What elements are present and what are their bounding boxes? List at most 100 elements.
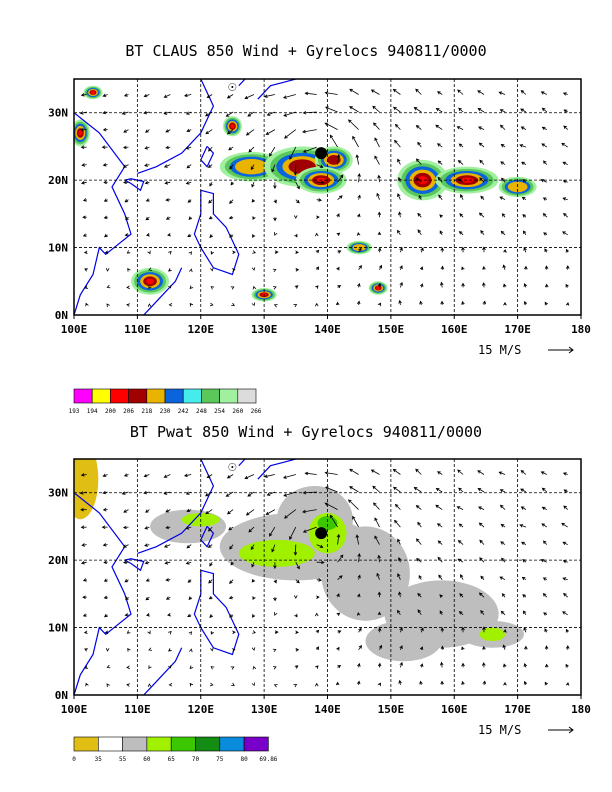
wind-vector: [104, 233, 108, 238]
wind-vector: [377, 211, 382, 218]
wind-vector: [314, 232, 319, 237]
wind-vector: [498, 471, 506, 475]
wind-vector: [501, 177, 506, 183]
wind-vector: [229, 579, 234, 585]
wind-vector: [271, 164, 276, 173]
wind-vector: [188, 251, 193, 255]
wind-vector: [293, 595, 298, 599]
wind-vector: [373, 122, 380, 130]
wind-vector: [225, 491, 234, 497]
wind-vector: [482, 645, 486, 650]
colorbar-swatch: [219, 736, 245, 752]
wind-vector: [163, 164, 171, 168]
wind-vector: [245, 509, 255, 516]
colorbar-swatch: [243, 736, 269, 752]
wind-vector: [478, 522, 485, 528]
wind-vector: [247, 111, 255, 117]
wind-vector: [502, 264, 506, 270]
wind-vector: [144, 163, 150, 167]
wind-vector: [541, 126, 547, 131]
colorbar-label: 218: [141, 408, 152, 415]
wind-vector: [415, 125, 422, 130]
x-tick-label: 110E: [124, 323, 151, 336]
cloud-cluster-2-level-4: [326, 155, 341, 165]
wind-vector: [125, 216, 129, 221]
wind-vector: [83, 630, 88, 634]
wind-vector: [393, 106, 401, 113]
wind-vector: [329, 134, 338, 148]
pwat-low-region: [74, 459, 99, 520]
wind-vector: [499, 124, 506, 130]
wind-vector: [562, 161, 568, 166]
wind-vector: [207, 544, 213, 548]
wind-vector: [209, 614, 213, 619]
wind-vector: [165, 509, 171, 513]
wind-vector: [565, 248, 570, 253]
colorbar-swatch: [146, 388, 166, 404]
wind-vector: [103, 198, 108, 202]
wind-vector: [503, 681, 507, 686]
wind-vector: [302, 129, 317, 134]
wind-vector: [143, 110, 150, 115]
wind-vector: [123, 560, 129, 565]
wind-vector: [294, 665, 299, 669]
wind-vector: [168, 648, 172, 652]
wind-vector: [163, 474, 171, 478]
wind-vector: [358, 627, 362, 633]
wind-vector: [315, 646, 320, 651]
wind-vector: [523, 300, 528, 306]
wind-vector: [482, 265, 486, 270]
wind-vector: [251, 682, 255, 687]
wind-vector: [314, 682, 319, 687]
wind-vector: [283, 111, 296, 117]
wind-vector: [325, 486, 338, 493]
wind-vector: [482, 246, 486, 253]
wind-vector: [273, 217, 277, 222]
wind-vector: [500, 161, 506, 165]
wind-vector: [337, 630, 342, 634]
wind-vector: [232, 630, 236, 635]
wind-vector: [377, 611, 382, 616]
wind-vector: [459, 593, 464, 598]
wind-vector: [416, 178, 422, 183]
wind-vector: [266, 111, 276, 116]
wind-vector: [417, 609, 422, 616]
wind-vector: [145, 216, 150, 221]
wind-vector: [273, 199, 277, 204]
wind-vector: [562, 231, 568, 236]
wind-vector: [377, 591, 382, 598]
coastline-3: [200, 145, 215, 168]
wind-vector: [499, 196, 506, 201]
wind-vector: [329, 514, 338, 528]
wind-vector: [477, 487, 485, 493]
colorbar-swatch: [201, 388, 220, 404]
wind-vector: [457, 540, 464, 545]
wind-vector: [168, 250, 172, 255]
wind-vector: [147, 683, 152, 687]
colorbar-label: 260: [232, 408, 243, 415]
wind-vector: [336, 612, 341, 617]
coastline-4: [193, 189, 240, 276]
wind-vector: [205, 129, 213, 135]
wind-vector: [163, 544, 171, 548]
chart-panel-1: BT CLAUS 850 Wind + Gyrelocs 940811/0000…: [48, 42, 591, 415]
wind-vector: [542, 197, 547, 201]
wind-vector: [440, 661, 444, 668]
wind-vector: [124, 199, 129, 203]
wind-vector: [210, 630, 215, 635]
wind-vector: [520, 506, 527, 510]
wind-vector: [478, 126, 485, 130]
wind-vector: [461, 266, 465, 271]
wind-vector: [251, 562, 255, 568]
wind-vector: [394, 139, 401, 148]
wind-vector: [252, 665, 257, 670]
wind-vector: [80, 127, 87, 132]
wind-vector: [293, 215, 298, 219]
wind-vector: [273, 684, 278, 688]
y-tick-label: 10N: [48, 622, 68, 635]
colorbar-swatch: [146, 736, 172, 752]
wind-vector: [316, 544, 324, 548]
wind-vector: [102, 473, 108, 477]
wind-vector: [523, 627, 527, 633]
wind-vector: [273, 286, 277, 290]
